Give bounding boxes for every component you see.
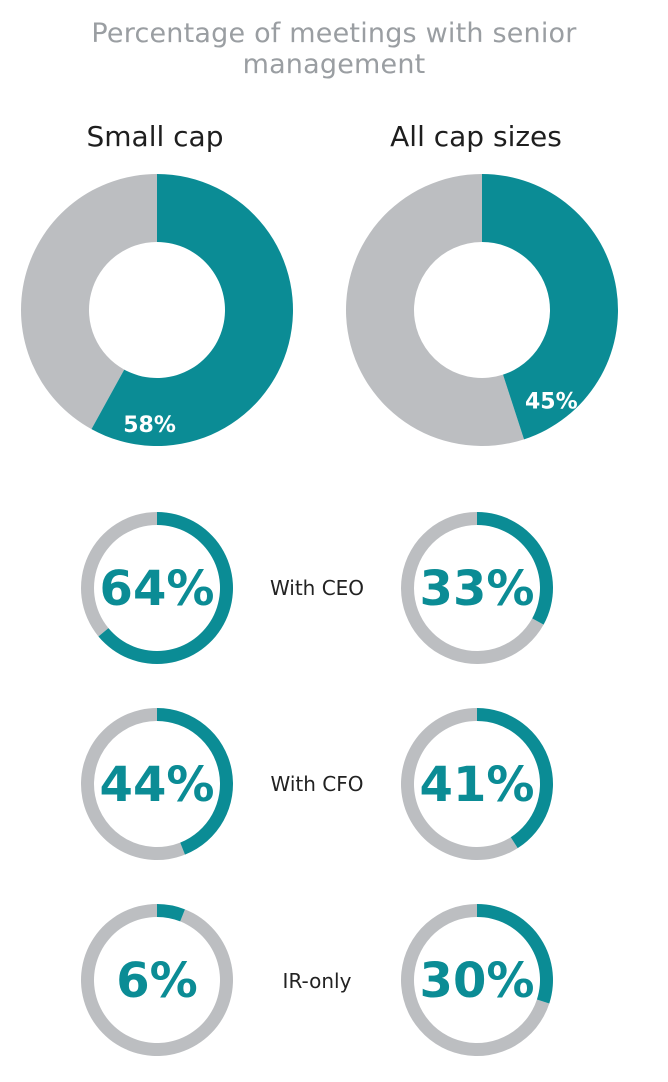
small-cap-heading: Small cap (86, 120, 224, 153)
all-cap-data-label: 45% (525, 390, 578, 415)
ring-share-ir-only-all-cap (477, 904, 553, 1004)
ring-rest-with-cfo-small-cap (81, 708, 185, 860)
ring-label-ir-only-all-cap: 30% (420, 953, 535, 1009)
ring-share-with-ceo-all-cap (477, 512, 553, 625)
row-label-ceo: With CEO (269, 576, 365, 600)
row-label-cfo: With CFO (270, 772, 364, 796)
all-cap-heading: All cap sizes (390, 120, 562, 153)
ring-label-with-cfo-all-cap: 41% (420, 757, 535, 813)
ring-rest-with-ceo-small-cap (81, 512, 157, 637)
small-cap-data-label: 58% (123, 413, 176, 438)
ring-share-with-cfo-small-cap (157, 708, 234, 855)
ring-share-ir-only-small-cap (157, 904, 185, 922)
ring-label-with-cfo-small-cap: 44% (100, 757, 215, 813)
small-cap-rest-slice (21, 174, 158, 430)
ring-label-with-ceo-small-cap: 64% (100, 561, 215, 617)
ring-label-ir-only-small-cap: 6% (116, 953, 198, 1009)
ring-share-with-cfo-all-cap (477, 708, 554, 849)
row-label-ir-only: IR-only (282, 969, 352, 993)
all-cap-rest-slice (346, 174, 525, 447)
all-cap-share-slice (482, 174, 619, 440)
ring-label-with-ceo-all-cap: 33% (420, 561, 535, 617)
chart-title: Percentage of meetings with senior manag… (91, 18, 577, 80)
ring-rest-with-cfo-all-cap (401, 708, 518, 860)
small-cap-share-slice (91, 174, 294, 446)
ring-share-with-ceo-small-cap (98, 512, 234, 664)
